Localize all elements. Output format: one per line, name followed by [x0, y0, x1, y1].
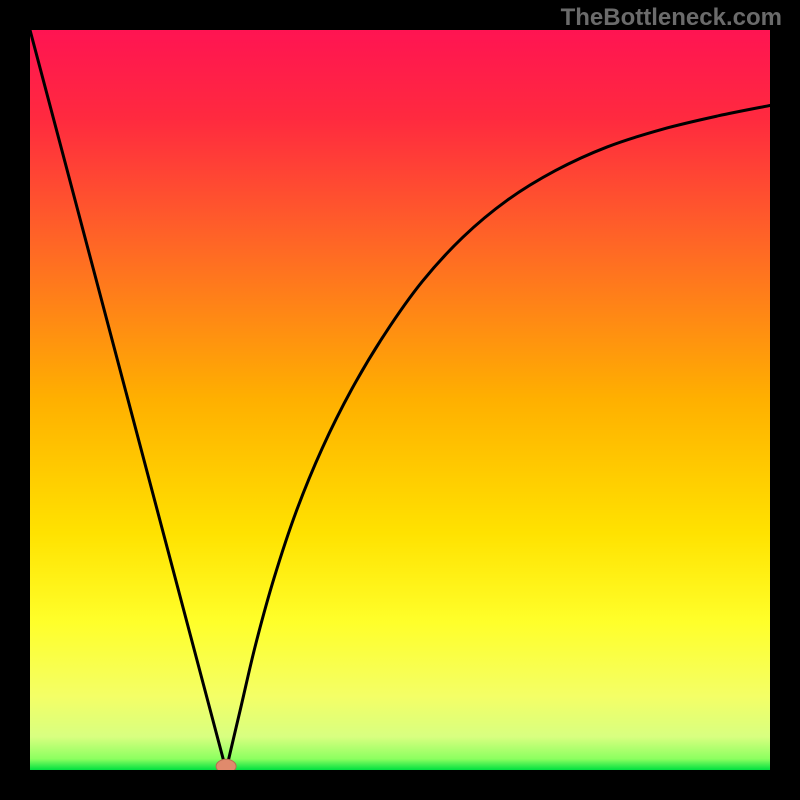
bottleneck-curve-right — [226, 105, 770, 770]
plot-area — [30, 30, 770, 770]
bottleneck-curve-left — [30, 30, 226, 770]
chart-frame: TheBottleneck.com — [0, 0, 800, 800]
minimum-marker — [216, 759, 236, 770]
curve-layer — [30, 30, 770, 770]
watermark-text: TheBottleneck.com — [561, 4, 782, 32]
